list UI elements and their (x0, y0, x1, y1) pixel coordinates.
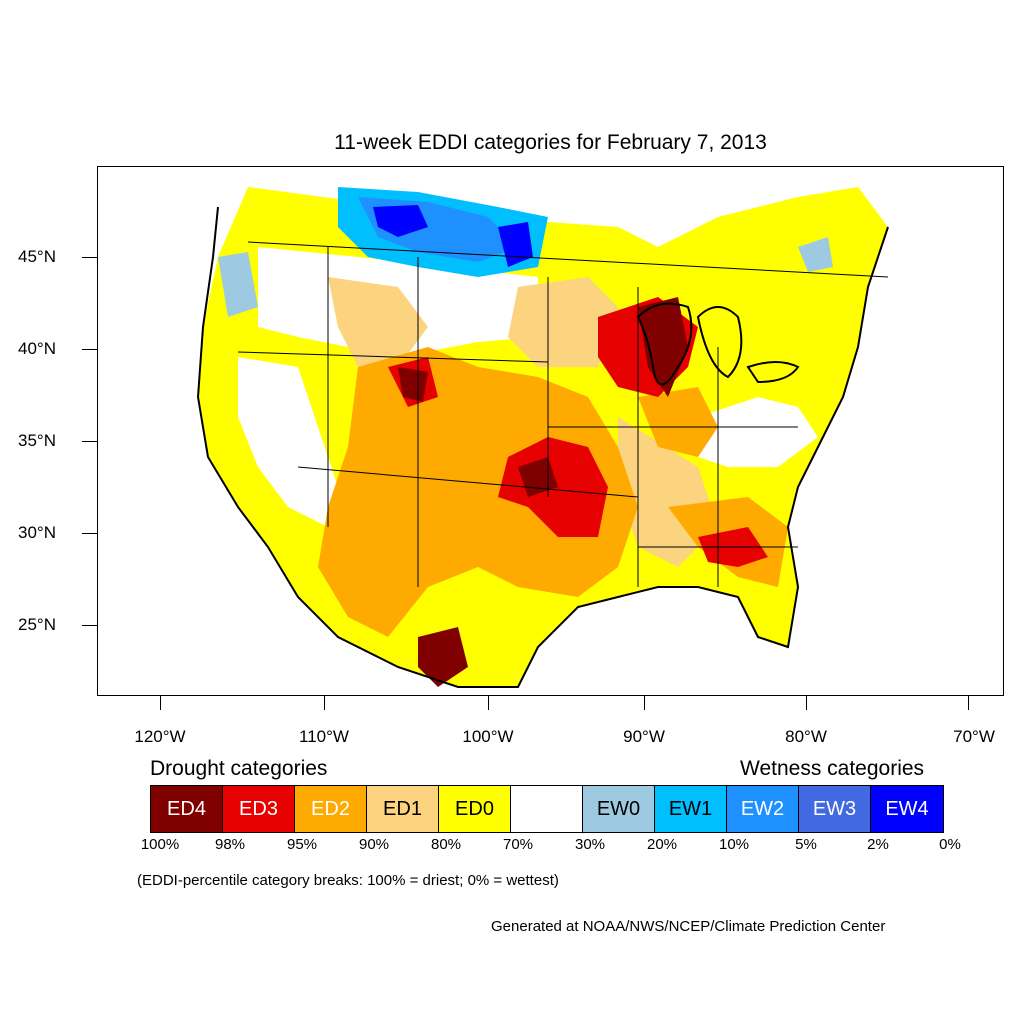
break-label: 90% (358, 836, 390, 853)
lon-label-110w: 110°W (299, 727, 349, 746)
drought-categories-title: Drought categories (150, 757, 328, 780)
lon-label-120w: 120°W (134, 727, 186, 746)
credit-text: Generated at NOAA/NWS/NCEP/Climate Predi… (491, 918, 886, 935)
break-label: 70% (502, 836, 534, 853)
break-label: 5% (795, 836, 817, 853)
lon-tick (644, 696, 645, 710)
legend-swatch-ed2: ED2 (295, 786, 367, 832)
lat-label-40: 40°N (18, 339, 56, 358)
eddi-map (97, 166, 1004, 696)
legend-swatch-ed4: ED4 (151, 786, 223, 832)
lat-label-45: 45°N (18, 247, 56, 266)
lat-tick (82, 625, 97, 626)
lat-label-35: 35°N (18, 431, 56, 450)
legend-swatch-ed1: ED1 (367, 786, 439, 832)
coastline (196, 206, 889, 688)
break-label: 30% (574, 836, 606, 853)
wetness-categories-title: Wetness categories (740, 757, 925, 780)
ed4-region (398, 297, 688, 687)
lon-tick (160, 696, 161, 710)
legend-swatch-ew3: EW3 (799, 786, 871, 832)
lat-label-25: 25°N (18, 615, 56, 634)
lat-label-30: 30°N (18, 523, 56, 542)
lat-tick (82, 349, 97, 350)
lat-tick (82, 533, 97, 534)
break-label: 100% (140, 836, 180, 853)
break-label: 20% (646, 836, 678, 853)
break-label: 95% (286, 836, 318, 853)
lon-tick (324, 696, 325, 710)
break-label: 0% (939, 836, 961, 853)
state-boundaries (237, 241, 889, 587)
break-label: 98% (214, 836, 246, 853)
near-normal-region-west (238, 357, 338, 527)
legend-swatch-ew4: EW4 (871, 786, 943, 832)
lon-label-80w: 80°W (785, 727, 827, 746)
lon-tick (968, 696, 969, 710)
category-legend: ED4 ED3 ED2 ED1 ED0 EW0 EW1 EW2 EW3 EW4 (150, 785, 944, 833)
break-label: 80% (430, 836, 462, 853)
ew4-region (373, 205, 533, 267)
lon-tick (488, 696, 489, 710)
map-title: 11-week EDDI categories for February 7, … (334, 131, 767, 154)
legend-swatch-ew0: EW0 (583, 786, 655, 832)
eddi-map-canvas (196, 187, 889, 688)
legend-swatch-ew2: EW2 (727, 786, 799, 832)
near-normal-region-southeast (698, 397, 818, 467)
lat-tick (82, 257, 97, 258)
lat-tick (82, 441, 97, 442)
great-lakes (636, 302, 800, 386)
legend-swatch-ed3: ED3 (223, 786, 295, 832)
break-label: 10% (718, 836, 750, 853)
break-label: 2% (867, 836, 889, 853)
category-break-note: (EDDI-percentile category breaks: 100% =… (137, 872, 559, 889)
lon-label-100w: 100°W (462, 727, 514, 746)
lon-tick (806, 696, 807, 710)
legend-swatch-ed0: ED0 (439, 786, 511, 832)
lon-label-70w: 70°W (953, 727, 995, 746)
legend-swatch-ew1: EW1 (655, 786, 727, 832)
lon-label-90w: 90°W (623, 727, 665, 746)
legend-swatch-neutral (511, 786, 583, 832)
